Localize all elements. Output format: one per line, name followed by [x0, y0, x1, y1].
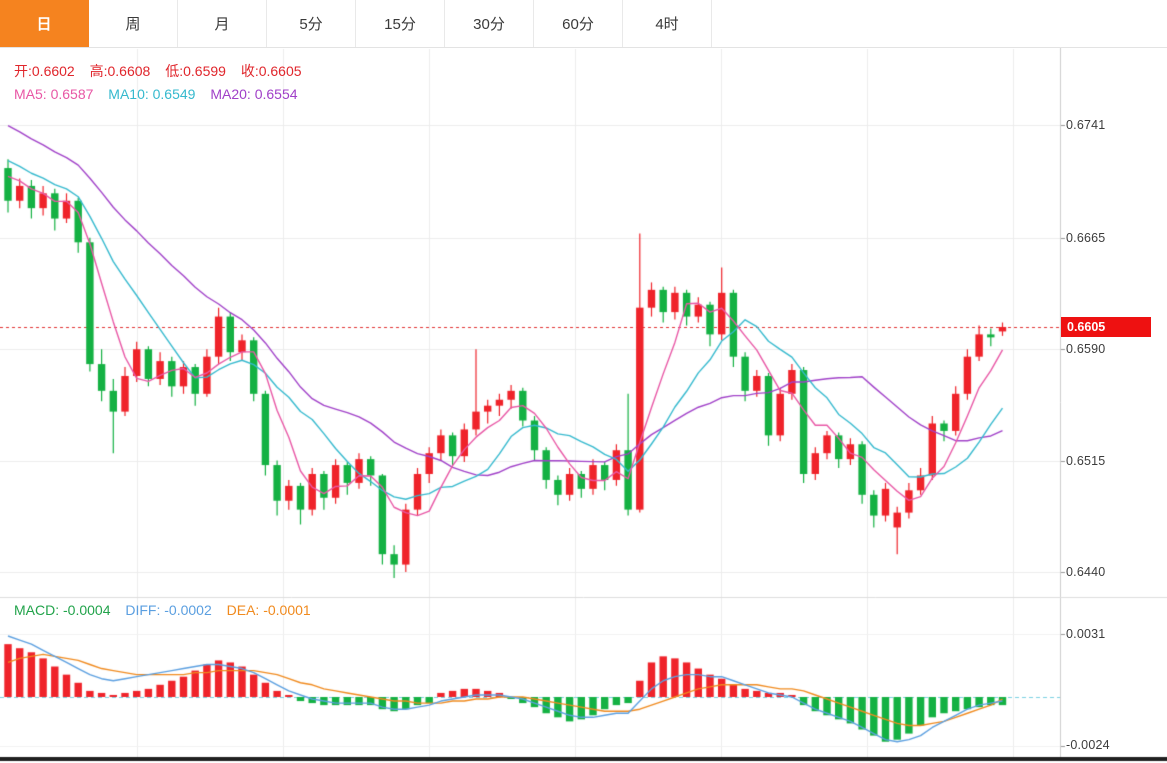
tab-5min[interactable]: 5分: [267, 0, 356, 47]
tab-week[interactable]: 周: [89, 0, 178, 47]
dea-legend-value: DEA: -0.0001: [226, 602, 311, 618]
price-axis-label: 0.6665: [1066, 231, 1106, 245]
ma-legend: MA5: 0.6587 MA10: 0.6549 MA20: 0.6554: [14, 86, 309, 102]
price-axis-label: 0.6741: [1066, 118, 1106, 132]
ohlc-legend: 开:0.6602 高:0.6608 低:0.6599 收:0.6605: [14, 61, 313, 81]
diff-legend-value: DIFF: -0.0002: [125, 602, 212, 618]
ohlc-open-value: 开:0.6602: [14, 63, 75, 79]
ma20-legend-value: MA20: 0.6554: [210, 86, 298, 102]
ohlc-close-value: 收:0.6605: [240, 63, 302, 79]
price-axis-label: 0.6590: [1066, 342, 1106, 356]
macd-axis-label: -0.0024: [1066, 738, 1110, 752]
price-axis-label: 0.6515: [1066, 454, 1106, 468]
last-price-tag: 0.6605: [1061, 317, 1151, 337]
ohlc-low-value: 低:0.6599: [165, 63, 226, 79]
ohlc-high-value: 高:0.6608: [89, 63, 151, 79]
tab-4hour[interactable]: 4时: [623, 0, 712, 47]
price-axis-label: 0.6440: [1066, 565, 1106, 579]
timeframe-tabbar: 日 周 月 5分 15分 30分 60分 4时: [0, 0, 1167, 48]
macd-legend-value: MACD: -0.0004: [14, 602, 111, 618]
ma5-legend-value: MA5: 0.6587: [14, 86, 94, 102]
macd-legend: MACD: -0.0004 DIFF: -0.0002 DEA: -0.0001: [14, 602, 322, 618]
tab-day[interactable]: 日: [0, 0, 89, 47]
tab-month[interactable]: 月: [178, 0, 267, 47]
ma10-legend-value: MA10: 0.6549: [108, 86, 196, 102]
tab-30min[interactable]: 30分: [445, 0, 534, 47]
tab-60min[interactable]: 60分: [534, 0, 623, 47]
tab-15min[interactable]: 15分: [356, 0, 445, 47]
macd-axis-label: 0.0031: [1066, 627, 1106, 641]
